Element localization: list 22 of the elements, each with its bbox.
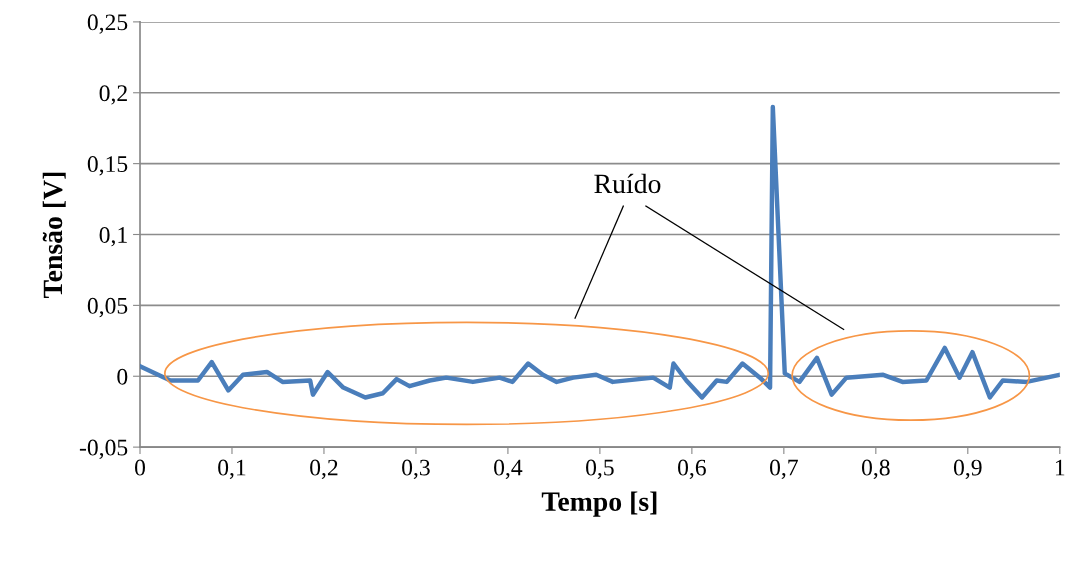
x-axis-title: Tempo [s] xyxy=(541,491,657,517)
y-tick-label: 0,25 xyxy=(87,14,128,34)
x-tick-label: 0,7 xyxy=(769,459,798,479)
x-tick-label: 1 xyxy=(1055,459,1065,476)
y-tick-label: 0 xyxy=(117,368,128,385)
annotation: Ruído xyxy=(594,173,661,194)
y-tick-label: 0,2 xyxy=(99,85,127,105)
x-tick-label: 0,2 xyxy=(310,459,338,479)
y-tick-label: 0,05 xyxy=(87,297,128,318)
x-tick-label: 0,3 xyxy=(402,459,430,479)
x-tick-label: 0,8 xyxy=(861,459,890,479)
line-series xyxy=(140,104,1060,400)
x-tick-label: 0,1 xyxy=(218,459,246,479)
x-tick-label: 0,5 xyxy=(586,459,614,479)
y-tick-label: -0,05 xyxy=(79,439,128,459)
y-tick-label: 0,15 xyxy=(87,156,128,176)
y-tick-label: 0,1 xyxy=(99,226,127,247)
y-axis-title: Tensão [V] xyxy=(42,172,66,298)
x-tick-label: 0,4 xyxy=(494,459,523,479)
x-tick-label: 0 xyxy=(135,459,146,476)
x-tick-label: 0,6 xyxy=(678,459,706,479)
x-tick-label: 0,9 xyxy=(953,459,982,479)
